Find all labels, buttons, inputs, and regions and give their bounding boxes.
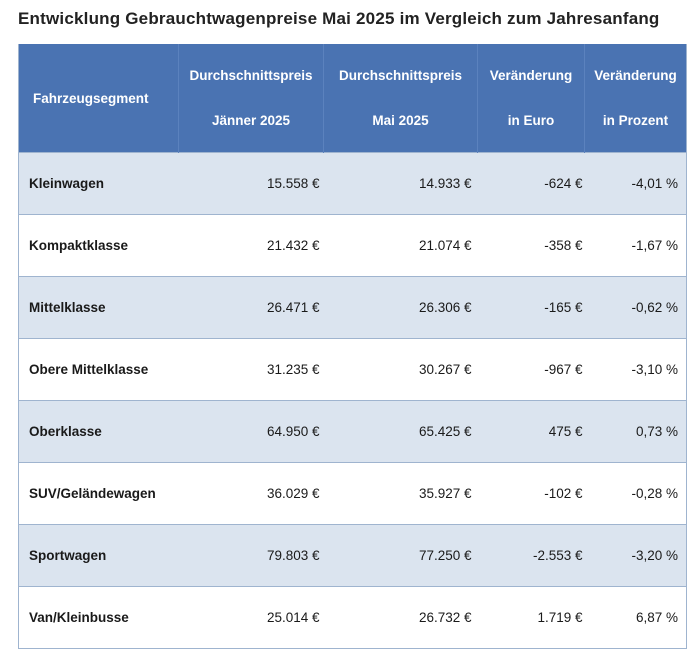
- header-change-eur: Veränderung in Euro: [477, 44, 585, 153]
- cell-price-jan: 25.014 €: [178, 586, 324, 649]
- cell-price-may: 65.425 €: [323, 400, 478, 463]
- header-segment: Fahrzeugsegment: [18, 44, 179, 153]
- header-price-may-line2: Mai 2025: [372, 112, 429, 128]
- cell-segment: Obere Mittelklasse: [18, 338, 179, 401]
- cell-change-eur: -624 €: [477, 152, 585, 215]
- header-price-jan: Durchschnittspreis Jänner 2025: [178, 44, 324, 153]
- cell-change-pct: -3,10 %: [584, 338, 687, 401]
- cell-price-jan: 21.432 €: [178, 214, 324, 277]
- table-header: Fahrzeugsegment Durchschnittspreis Jänne…: [18, 44, 687, 153]
- cell-segment: Kompaktklasse: [18, 214, 179, 277]
- cell-segment: Van/Kleinbusse: [18, 586, 179, 649]
- table-row: SUV/Geländewagen 36.029 € 35.927 € -102 …: [18, 462, 687, 525]
- cell-price-may: 77.250 €: [323, 524, 478, 587]
- cell-change-eur: 475 €: [477, 400, 585, 463]
- cell-price-jan: 79.803 €: [178, 524, 324, 587]
- cell-segment: Sportwagen: [18, 524, 179, 587]
- cell-price-jan: 31.235 €: [178, 338, 324, 401]
- cell-change-eur: -358 €: [477, 214, 585, 277]
- table-row: Oberklasse 64.950 € 65.425 € 475 € 0,73 …: [18, 400, 687, 463]
- cell-price-may: 14.933 €: [323, 152, 478, 215]
- price-table: Fahrzeugsegment Durchschnittspreis Jänne…: [18, 44, 687, 649]
- cell-price-jan: 26.471 €: [178, 276, 324, 339]
- cell-price-jan: 64.950 €: [178, 400, 324, 463]
- cell-change-eur: -967 €: [477, 338, 585, 401]
- table-row: Obere Mittelklasse 31.235 € 30.267 € -96…: [18, 338, 687, 401]
- header-change-eur-line1: Veränderung: [489, 67, 573, 83]
- cell-change-pct: -3,20 %: [584, 524, 687, 587]
- cell-change-pct: -4,01 %: [584, 152, 687, 215]
- cell-change-eur: 1.719 €: [477, 586, 585, 649]
- page-title: Entwicklung Gebrauchtwagenpreise Mai 202…: [18, 9, 660, 28]
- cell-price-may: 21.074 €: [323, 214, 478, 277]
- cell-price-jan: 15.558 €: [178, 152, 324, 215]
- table-row: Sportwagen 79.803 € 77.250 € -2.553 € -3…: [18, 524, 687, 587]
- header-price-jan-line1: Durchschnittspreis: [189, 67, 313, 83]
- header-change-pct: Veränderung in Prozent: [584, 44, 687, 153]
- cell-change-pct: -0,28 %: [584, 462, 687, 525]
- cell-change-pct: 0,73 %: [584, 400, 687, 463]
- header-row: Fahrzeugsegment Durchschnittspreis Jänne…: [18, 44, 687, 153]
- cell-segment: SUV/Geländewagen: [18, 462, 179, 525]
- cell-change-eur: -102 €: [477, 462, 585, 525]
- cell-price-may: 26.306 €: [323, 276, 478, 339]
- cell-change-pct: -1,67 %: [584, 214, 687, 277]
- header-change-eur-line2: in Euro: [507, 112, 555, 128]
- cell-change-pct: -0,62 %: [584, 276, 687, 339]
- header-change-pct-line2: in Prozent: [602, 112, 669, 128]
- table-row: Kleinwagen 15.558 € 14.933 € -624 € -4,0…: [18, 152, 687, 215]
- cell-change-eur: -2.553 €: [477, 524, 585, 587]
- header-price-jan-line2: Jänner 2025: [211, 112, 291, 128]
- cell-change-eur: -165 €: [477, 276, 585, 339]
- table-row: Van/Kleinbusse 25.014 € 26.732 € 1.719 €…: [18, 586, 687, 649]
- cell-change-pct: 6,87 %: [584, 586, 687, 649]
- cell-segment: Oberklasse: [18, 400, 179, 463]
- header-price-may: Durchschnittspreis Mai 2025: [323, 44, 478, 153]
- cell-segment: Mittelklasse: [18, 276, 179, 339]
- header-change-pct-line1: Veränderung: [594, 67, 677, 83]
- cell-segment: Kleinwagen: [18, 152, 179, 215]
- cell-price-may: 26.732 €: [323, 586, 478, 649]
- cell-price-may: 35.927 €: [323, 462, 478, 525]
- header-price-may-line1: Durchschnittspreis: [338, 67, 463, 83]
- table-row: Mittelklasse 26.471 € 26.306 € -165 € -0…: [18, 276, 687, 339]
- cell-price-may: 30.267 €: [323, 338, 478, 401]
- table-body: Kleinwagen 15.558 € 14.933 € -624 € -4,0…: [18, 152, 687, 649]
- cell-price-jan: 36.029 €: [178, 462, 324, 525]
- table-row: Kompaktklasse 21.432 € 21.074 € -358 € -…: [18, 214, 687, 277]
